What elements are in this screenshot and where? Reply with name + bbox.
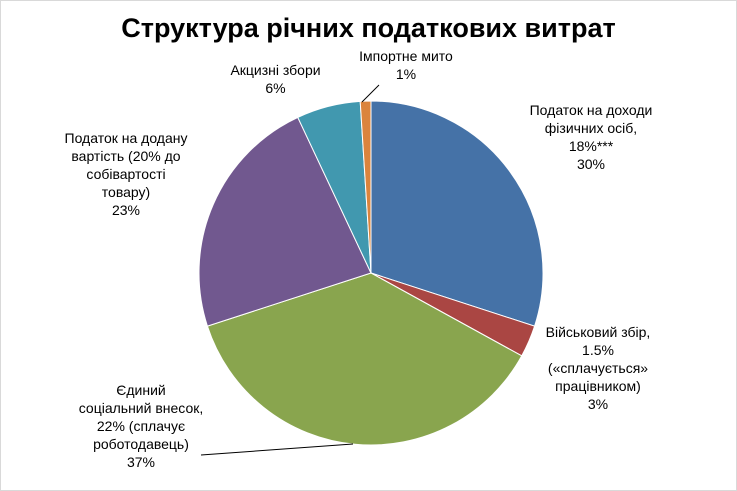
label-line: соціальний внесок, — [78, 400, 204, 416]
label-line: роботодавець) — [93, 436, 189, 452]
percent-label: 3% — [587, 396, 609, 412]
label-line: працівником) — [555, 378, 641, 394]
label-line: («сплачується» — [547, 360, 649, 376]
percent-label: 37% — [126, 454, 156, 470]
slice-label-import-duty: Імпортне мито 1% — [341, 47, 471, 83]
slice-label-vat: Податок на додану вартість (20% до собів… — [46, 129, 206, 219]
label-line: вартість (20% до — [71, 148, 181, 164]
label-line: Імпортне мито — [359, 48, 453, 64]
label-line: Акцизні збори — [230, 62, 321, 78]
label-line: 18%*** — [568, 138, 614, 154]
slice-label-social-contribution: Єдиний соціальний внесок, 22% (сплачує р… — [61, 381, 221, 471]
slice-label-personal-income-tax: Податок на доходи фізичних осіб, 18%*** … — [506, 101, 676, 173]
leader-lines — [200, 84, 380, 456]
chart-title: Структура річних податкових витрат — [121, 13, 616, 43]
slice-label-military-levy: Військовий збір, 1.5% («сплачується» пра… — [523, 323, 673, 413]
label-line: Податок на доходи — [529, 102, 653, 118]
label-line: Єдиний — [116, 382, 166, 398]
slice-personal-income-tax — [370, 100, 544, 327]
label-line: 22% (сплачує — [96, 418, 186, 434]
slice-import-duty — [359, 100, 372, 274]
label-line: 1.5% — [582, 342, 614, 358]
percent-label: 23% — [111, 202, 141, 218]
slice-social-contribution — [206, 272, 523, 446]
slice-vat — [198, 116, 372, 327]
percent-label: 30% — [576, 156, 606, 172]
label-line: Військовий збір, — [545, 324, 651, 340]
label-line: собівартості — [86, 166, 166, 182]
label-line: фізичних осіб, — [544, 120, 638, 136]
pie-slices — [198, 100, 544, 446]
leader-line-import-duty — [361, 84, 380, 103]
label-line: Податок на додану — [64, 130, 188, 146]
percent-label: 1% — [395, 66, 417, 82]
label-line: товару) — [101, 184, 151, 200]
percent-label: 6% — [265, 80, 286, 96]
leader-line-social-contribution — [200, 443, 354, 456]
slice-label-excise-duties: Акцизні збори 6% — [213, 61, 338, 97]
